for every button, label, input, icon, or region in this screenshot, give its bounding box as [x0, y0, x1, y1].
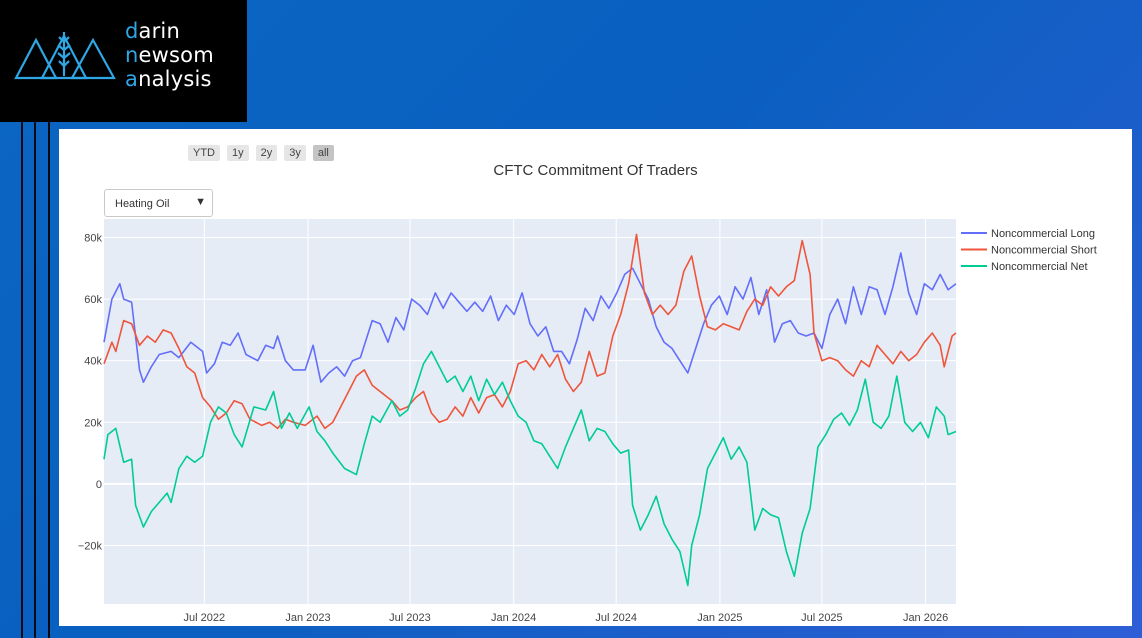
legend-label-short: Noncommercial Short [991, 245, 1097, 257]
y-tick-label: 80k [84, 232, 102, 244]
range-button-2y[interactable]: 2y [255, 145, 278, 161]
series-line-short [103, 233, 957, 430]
brand-logo: darin newsom analysis [0, 0, 247, 122]
y-tick-label: −20k [78, 540, 103, 552]
range-selector: YTD 1y 2y 3y all [188, 145, 334, 161]
y-tick-label: 0 [96, 479, 102, 491]
x-tick-label: Jul 2025 [801, 612, 843, 624]
y-tick-label: 20k [84, 417, 102, 429]
range-button-ytd[interactable]: YTD [188, 145, 220, 161]
chart-panel: Jul 2022 Jan 2023 Jul 2023 Jan 2024 Jul 2024… [59, 129, 1132, 626]
range-button-3y[interactable]: 3y [284, 145, 306, 161]
vertical-rule [21, 120, 23, 638]
range-button-1y[interactable]: 1y [227, 145, 249, 161]
legend-label-net: Noncommercial Net [991, 261, 1088, 273]
x-tick-label: Jan 2025 [697, 612, 742, 624]
cot-line-chart: Jul 2022 Jan 2023 Jul 2023 Jan 2024 Jul 2024… [78, 219, 1097, 624]
dropdown-arrow-icon: ▼ [195, 196, 206, 208]
plot-area [104, 219, 956, 604]
x-tick-label: Jul 2023 [389, 612, 431, 624]
legend-label-long: Noncommercial Long [991, 228, 1095, 240]
range-button-all[interactable]: all [312, 145, 334, 161]
vertical-rule [48, 120, 50, 638]
vertical-rule [34, 120, 36, 638]
mountain-wheat-icon [14, 32, 116, 80]
chart-title: CFTC Commitment Of Traders [493, 162, 698, 179]
x-tick-label: Jul 2024 [595, 612, 637, 624]
dropdown-selected-value: Heating Oil [115, 198, 170, 210]
y-tick-label: 40k [84, 356, 102, 368]
commodity-dropdown[interactable]: Heating Oil ▼ [104, 189, 213, 217]
x-tick-label: Jul 2022 [184, 612, 226, 624]
series-line-net [103, 350, 957, 587]
x-tick-label: Jan 2026 [903, 612, 948, 624]
y-tick-label: 60k [84, 294, 102, 306]
brand-wordmark: darin newsom analysis [125, 19, 214, 91]
x-tick-label: Jan 2023 [285, 612, 330, 624]
x-tick-label: Jan 2024 [491, 612, 536, 624]
